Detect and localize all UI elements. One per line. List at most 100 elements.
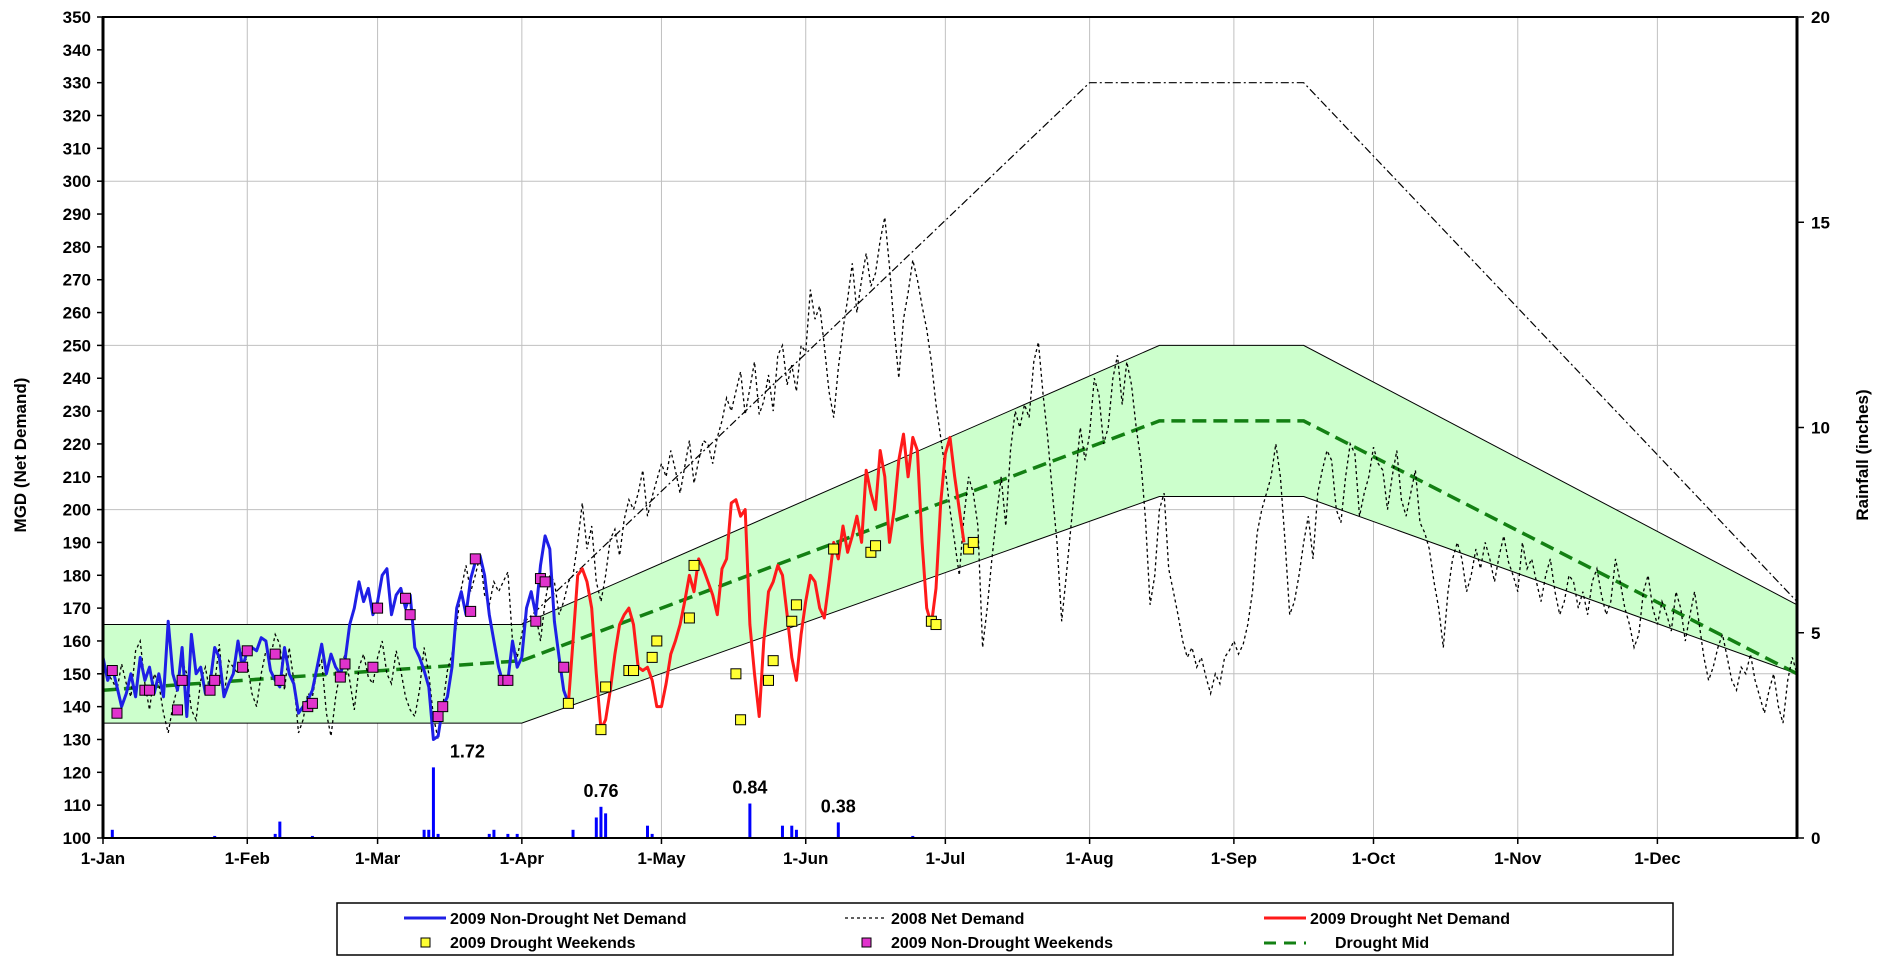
legend: 2009 Non-Drought Net Demand 2008 Net Dem…: [337, 903, 1673, 955]
y-left-axis-title: MGD (Net Demand): [11, 378, 30, 533]
drought-weekend-marker: [731, 669, 741, 679]
y-left-tick-label: 110: [64, 796, 91, 815]
drought-weekend-marker: [689, 560, 699, 570]
drought-weekend-marker: [764, 675, 774, 685]
non-drought-weekend-marker: [145, 685, 155, 695]
y-left-tick-label: 100: [63, 829, 91, 848]
non-drought-weekend-marker: [405, 610, 415, 620]
y-left-tick-label: 200: [63, 501, 91, 520]
y-left-tick-label: 190: [63, 533, 91, 552]
non-drought-weekend-marker: [107, 666, 117, 676]
legend-label-drought-weekends: 2009 Drought Weekends: [450, 935, 636, 952]
legend-label-drought-mid: Drought Mid: [1335, 935, 1429, 952]
drought-weekend-marker: [791, 600, 801, 610]
x-tick-label: 1-Nov: [1494, 849, 1542, 868]
non-drought-weekend-marker: [470, 554, 480, 564]
y-left-tick-label: 260: [63, 304, 91, 323]
non-drought-weekend-marker: [210, 675, 220, 685]
y-left-tick-label: 290: [63, 205, 91, 224]
non-drought-weekend-marker: [540, 577, 550, 587]
legend-label-drought: 2009 Drought Net Demand: [1310, 911, 1510, 928]
non-drought-weekend-marker: [335, 672, 345, 682]
legend-label-non-drought-weekends: 2009 Non-Drought Weekends: [891, 935, 1113, 952]
x-tick-label: 1-May: [637, 849, 686, 868]
non-drought-weekend-marker: [466, 606, 476, 616]
y-left-tick-label: 210: [63, 468, 91, 487]
legend-label-non-drought: 2009 Non-Drought Net Demand: [450, 911, 686, 928]
drought-weekend-marker: [563, 698, 573, 708]
drought-weekend-marker: [652, 636, 662, 646]
drought-weekend-marker: [596, 725, 606, 735]
y-right-axis-title: Rainfall (inches): [1853, 389, 1872, 520]
y-right-tick-label: 20: [1811, 8, 1830, 27]
y-left-tick-label: 180: [63, 566, 91, 585]
y-right-tick-label: 15: [1811, 213, 1830, 232]
non-drought-weekend-marker: [205, 685, 215, 695]
rainfall-bar-label: 0.38: [821, 796, 856, 816]
non-drought-weekend-marker: [438, 702, 448, 712]
rainfall-bar-label: 1.72: [450, 741, 485, 761]
y-left-tick-label: 310: [63, 139, 91, 158]
y-left-tick-label: 250: [63, 336, 91, 355]
non-drought-weekend-marker: [238, 662, 248, 672]
x-tick-label: 1-Sep: [1211, 849, 1257, 868]
non-drought-weekend-marker: [275, 675, 285, 685]
y-left-tick-label: 150: [63, 665, 91, 684]
drought-weekend-marker: [787, 616, 797, 626]
non-drought-weekend-marker: [307, 698, 317, 708]
x-tick-label: 1-Dec: [1634, 849, 1680, 868]
non-drought-weekend-marker: [531, 616, 541, 626]
drought-weekend-marker: [768, 656, 778, 666]
x-tick-label: 1-Mar: [355, 849, 401, 868]
x-tick-label: 1-Feb: [225, 849, 270, 868]
drought-weekend-marker: [629, 666, 639, 676]
legend-label-2008: 2008 Net Demand: [891, 911, 1024, 928]
non-drought-weekend-marker: [177, 675, 187, 685]
y-left-tick-label: 320: [63, 107, 91, 126]
non-drought-weekend-marker: [112, 708, 122, 718]
y-left-tick-label: 280: [63, 238, 91, 257]
non-drought-weekend-marker: [242, 646, 252, 656]
non-drought-weekend-marker: [270, 649, 280, 659]
non-drought-weekend-marker: [401, 593, 411, 603]
drought-weekend-marker: [931, 620, 941, 630]
y-left-tick-label: 230: [63, 402, 91, 421]
drought-weekend-marker: [647, 652, 657, 662]
y-left-tick-label: 340: [63, 41, 91, 60]
y-left-tick-label: 240: [63, 369, 91, 388]
non-drought-weekend-marker: [433, 711, 443, 721]
x-tick-label: 1-Jan: [81, 849, 125, 868]
y-left-tick-label: 300: [63, 172, 91, 191]
y-left-tick-label: 330: [63, 74, 91, 93]
drought-weekend-marker: [601, 682, 611, 692]
legend-swatch-non-drought-weekends: [862, 938, 871, 947]
x-tick-label: 1-Aug: [1066, 849, 1114, 868]
drought-weekend-marker: [684, 613, 694, 623]
non-drought-weekend-marker: [559, 662, 569, 672]
rainfall-bar-label: 0.76: [583, 781, 618, 801]
non-drought-weekend-marker: [373, 603, 383, 613]
x-tick-label: 1-Oct: [1352, 849, 1396, 868]
rainfall-bar-label: 0.84: [732, 778, 767, 798]
y-left-tick-label: 160: [63, 632, 91, 651]
legend-swatch-drought-weekends: [421, 938, 430, 947]
y-right-tick-label: 5: [1811, 624, 1820, 643]
non-drought-weekend-marker: [340, 659, 350, 669]
y-left-tick-label: 140: [63, 698, 91, 717]
y-left-tick-label: 130: [63, 730, 91, 749]
y-left-tick-label: 170: [63, 599, 91, 618]
x-tick-label: 1-Jun: [783, 849, 828, 868]
y-left-tick-label: 270: [63, 271, 91, 290]
y-left-tick-label: 120: [63, 763, 91, 782]
drought-weekend-marker: [968, 537, 978, 547]
y-right-tick-label: 10: [1811, 419, 1830, 438]
non-drought-weekend-marker: [172, 705, 182, 715]
non-drought-weekend-marker: [368, 662, 378, 672]
y-right-tick-label: 0: [1811, 829, 1820, 848]
y-left-tick-label: 220: [63, 435, 91, 454]
x-tick-label: 1-Apr: [500, 849, 545, 868]
non-drought-weekend-marker: [503, 675, 513, 685]
drought-weekend-marker: [829, 544, 839, 554]
drought-weekend-marker: [736, 715, 746, 725]
